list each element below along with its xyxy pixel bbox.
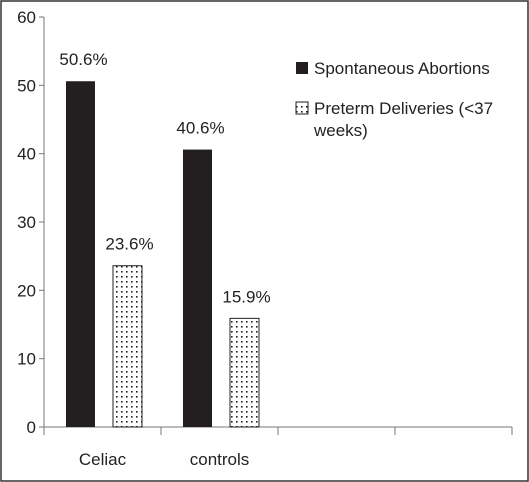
- y-axis-ticks: 0 10 20 30 40 50 60: [17, 8, 44, 437]
- y-tick-label: 50: [17, 76, 36, 95]
- category-label-controls: controls: [190, 450, 250, 469]
- data-label: 50.6%: [59, 50, 107, 69]
- legend-label-preterm-deliveries-line-2: weeks): [313, 121, 368, 140]
- legend-label-spontaneous-abortions: Spontaneous Abortions: [314, 59, 490, 78]
- data-label: 15.9%: [222, 287, 270, 306]
- legend: Spontaneous Abortions Preterm Deliveries…: [295, 59, 493, 140]
- bar-preterm-deliveries-celiac: [112, 265, 143, 428]
- bars: [66, 81, 260, 428]
- y-tick-label: 0: [27, 418, 36, 437]
- bar-preterm-deliveries-controls: [229, 317, 260, 428]
- data-label: 23.6%: [105, 235, 153, 254]
- legend-label-preterm-deliveries-line-1: Preterm Deliveries (<37: [314, 99, 493, 118]
- y-tick-label: 40: [17, 145, 36, 164]
- bar-spontaneous-abortions-controls: [183, 149, 212, 428]
- legend-swatch-preterm-deliveries: [295, 101, 309, 115]
- y-tick-label: 60: [17, 8, 36, 27]
- category-labels: Celiac controls: [79, 450, 249, 469]
- data-labels: 50.6% 23.6% 40.6% 15.9%: [59, 50, 270, 306]
- data-label: 40.6%: [176, 119, 224, 138]
- y-tick-label: 30: [17, 213, 36, 232]
- y-tick-label: 10: [17, 350, 36, 369]
- y-tick-label: 20: [17, 281, 36, 300]
- category-label-celiac: Celiac: [79, 450, 127, 469]
- legend-swatch-spontaneous-abortions: [296, 62, 308, 74]
- bar-spontaneous-abortions-celiac: [66, 81, 95, 427]
